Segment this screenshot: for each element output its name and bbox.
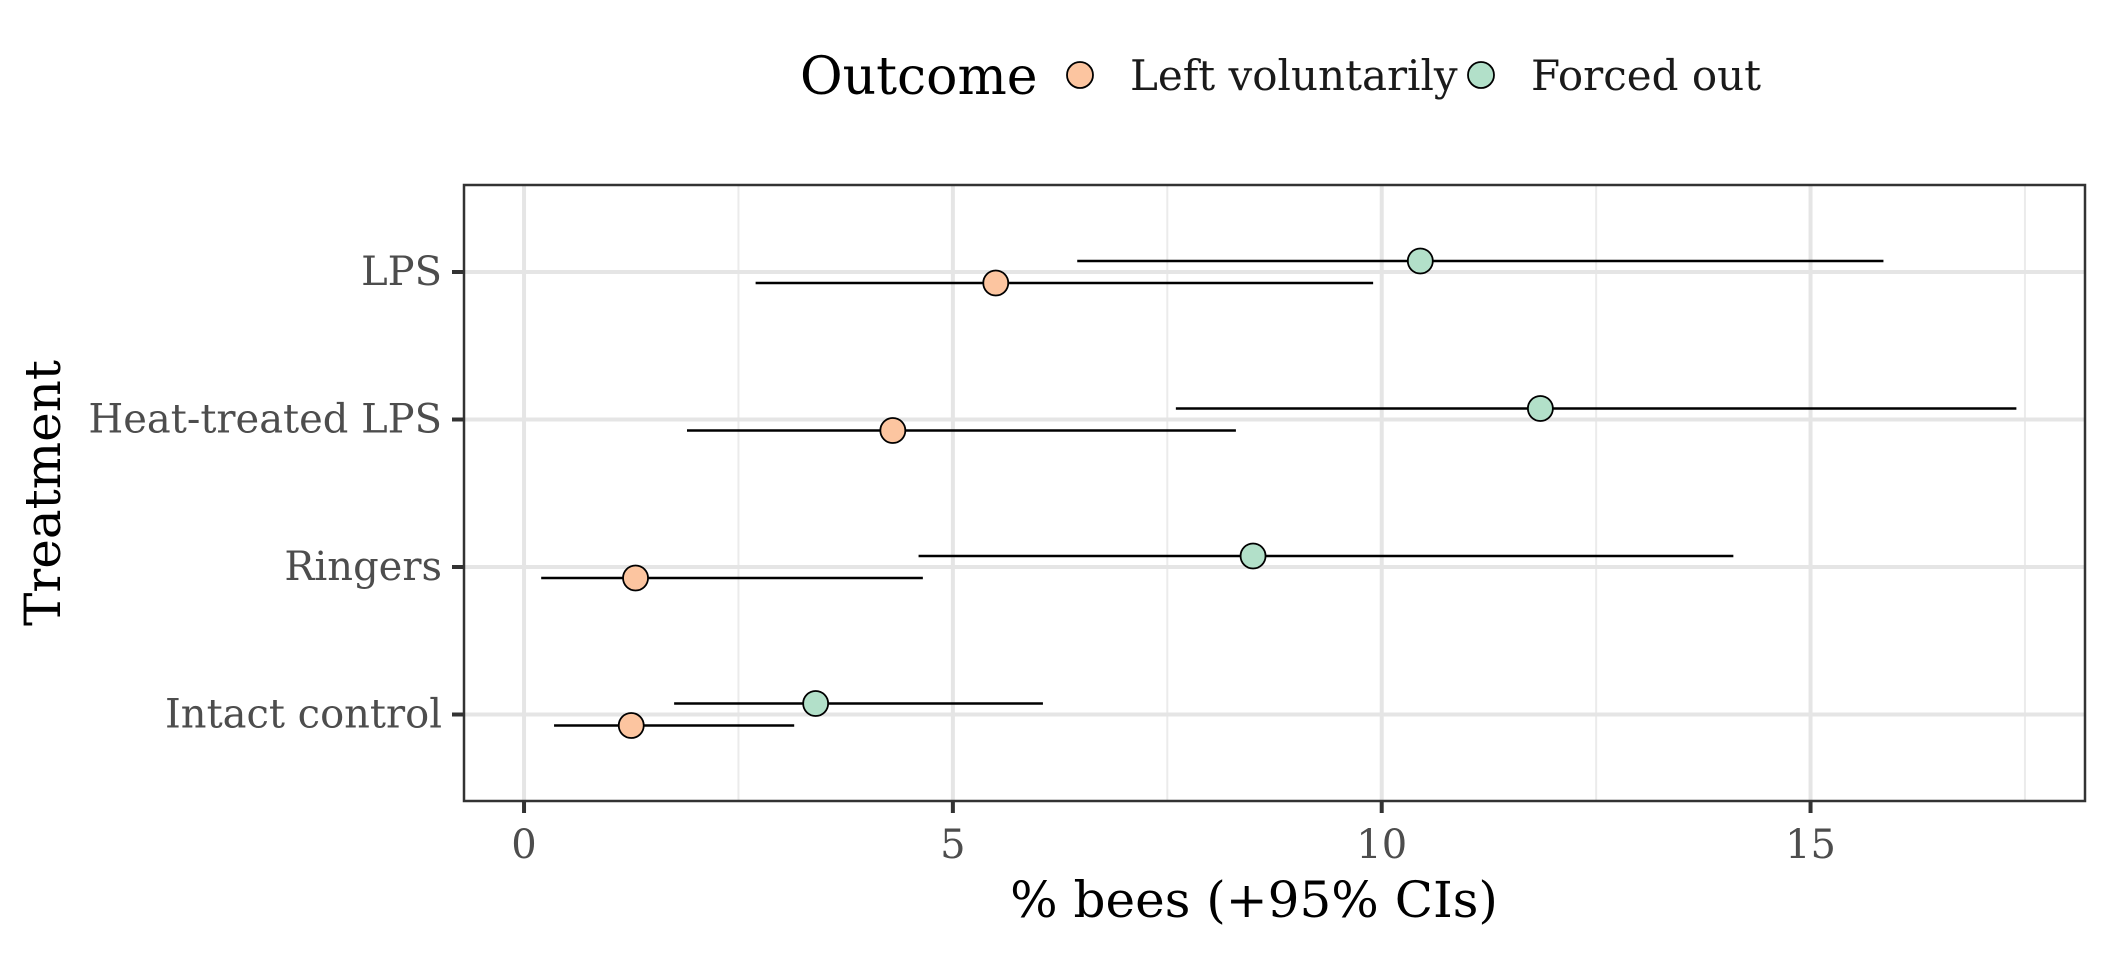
y-tick-label: Intact control (165, 692, 442, 738)
x-tick-label: 10 (1356, 822, 1407, 868)
point-forced-out (1526, 395, 1554, 422)
point-left-voluntarily (617, 712, 645, 739)
gridlines (464, 185, 2085, 801)
legend-label-left-voluntarily: Left voluntarily (1130, 51, 1458, 100)
y-axis: LPS Heat-treated LPS Ringers Intact control (88, 249, 464, 738)
legend-key-forced-out (1467, 61, 1495, 89)
legend-title: Outcome (800, 47, 1038, 107)
y-axis-title: Treatment (14, 360, 72, 626)
x-tick-label: 15 (1785, 822, 1836, 868)
point-left-voluntarily (879, 417, 907, 444)
point-forced-out (1406, 247, 1434, 275)
data-marks (541, 247, 2017, 739)
x-axis: 0 5 10 15 (511, 801, 1836, 868)
legend-key-left-voluntarily (1066, 61, 1094, 89)
point-forced-out (1239, 542, 1267, 570)
point-left-voluntarily (622, 564, 649, 592)
legend-label-forced-out: Forced out (1531, 51, 1761, 100)
x-tick-label: 0 (511, 822, 536, 868)
point-left-voluntarily (982, 269, 1010, 297)
y-tick-label: Ringers (284, 544, 442, 590)
x-axis-title: % bees (+95% CIs) (1010, 871, 1498, 929)
point-forced-out (802, 690, 830, 717)
y-tick-label: LPS (361, 249, 442, 295)
plot-border (462, 183, 2087, 803)
y-tick-label: Heat-treated LPS (88, 397, 442, 443)
legend: Outcome Left voluntarily Forced out (800, 47, 1761, 107)
plot-panel (464, 185, 2085, 801)
x-tick-label: 5 (940, 822, 965, 868)
